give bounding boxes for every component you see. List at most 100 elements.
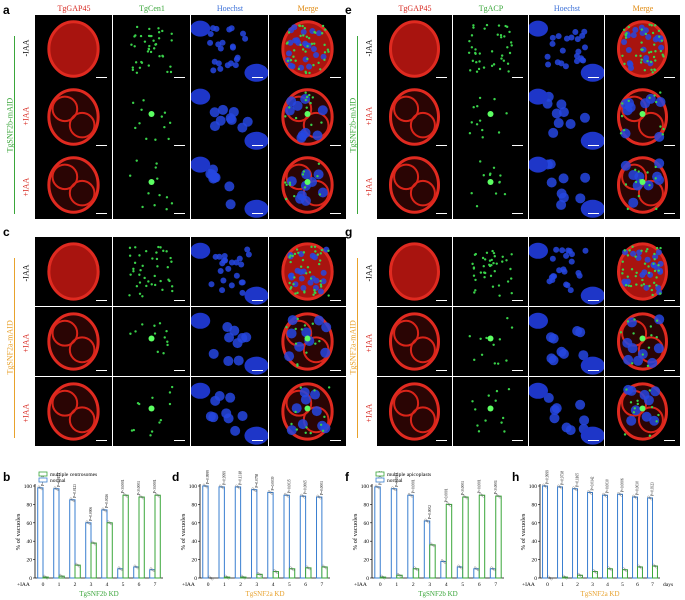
data-point (424, 518, 427, 521)
data-point (119, 567, 122, 570)
row-label-g-3: +IAA (364, 403, 374, 423)
row-label-e-2: +IAA (364, 106, 374, 126)
data-point (473, 566, 477, 569)
bar-normal (283, 494, 290, 579)
data-point (458, 565, 462, 569)
row-label-a-3: +IAA (21, 177, 31, 197)
panel-letter-f: f (345, 470, 349, 484)
data-point (253, 488, 256, 491)
micrograph-merge-row2 (269, 83, 346, 151)
data-point (425, 519, 429, 523)
bar-normal (557, 486, 563, 579)
micrograph-merge-row3 (605, 151, 680, 219)
panel-letter-a: a (3, 3, 10, 17)
scale-bar (512, 145, 523, 146)
data-point (204, 484, 207, 488)
data-point (87, 521, 90, 524)
strain-label-a: TgSNF2b-mAID (5, 97, 15, 153)
data-point (607, 566, 610, 569)
x-axis-label: TgSNF2a KD (580, 590, 619, 598)
data-point (618, 493, 622, 496)
data-point (465, 497, 469, 500)
y-tick-label: 0 (534, 576, 537, 582)
data-point (235, 484, 238, 487)
scale-bar (512, 77, 523, 78)
p-value: P=0.0026 (105, 494, 109, 508)
p-value: P<0.0001 (121, 479, 125, 493)
micrograph-green-row3 (453, 377, 528, 446)
bar-multiple (138, 496, 145, 579)
p-value: P=0.0151 (57, 473, 61, 487)
y-tick-label: 40 (532, 539, 538, 545)
x-tick-label: 7 (494, 582, 497, 588)
data-point (590, 492, 593, 495)
x-tick-label: 0 (546, 582, 549, 588)
x-prefix-label: +IAA (17, 582, 30, 588)
data-point (655, 566, 658, 569)
data-point (62, 576, 65, 579)
data-point (219, 484, 222, 487)
data-point (53, 486, 56, 489)
x-tick-label: 2 (239, 582, 242, 588)
data-point (142, 497, 145, 500)
y-axis-label: % of vacuoles (352, 513, 359, 550)
panel-letter-h: h (512, 470, 520, 484)
y-tick-label: 100 (529, 484, 538, 490)
micrograph-merge-row3 (605, 377, 680, 446)
data-point (637, 564, 640, 567)
scale-bar (512, 213, 523, 214)
data-point (617, 492, 620, 495)
scale-bar (512, 300, 523, 301)
scale-bar (174, 370, 185, 371)
p-value: P=0.0011 (395, 473, 399, 487)
data-point (578, 574, 582, 577)
micrograph-red-row1 (35, 15, 112, 83)
data-point (623, 568, 627, 571)
data-point (653, 564, 657, 568)
data-point (37, 485, 40, 488)
bar-normal (133, 566, 140, 579)
data-point (325, 567, 328, 570)
data-point (243, 577, 246, 580)
data-point (409, 494, 412, 497)
y-axis-label: % of vacuoles (520, 513, 527, 550)
data-point (75, 562, 78, 565)
data-point (103, 508, 106, 511)
x-tick-label: 4 (106, 582, 109, 588)
data-point (493, 568, 496, 572)
x-tick-label: 5 (621, 582, 624, 588)
data-point (257, 572, 260, 575)
data-point (267, 490, 270, 493)
p-value: P=0.0123 (73, 484, 77, 498)
data-point (490, 566, 493, 569)
bar-normal (85, 522, 92, 579)
data-point (254, 489, 257, 492)
micrograph-blue-row2 (529, 307, 604, 376)
data-point (374, 484, 378, 487)
bar-normal (69, 499, 76, 579)
scale-bar (96, 77, 107, 78)
y-tick-label: 80 (364, 502, 370, 508)
legend-label-multiple: multiple centrosomes (50, 472, 97, 478)
data-point (318, 495, 321, 499)
data-point (622, 567, 625, 570)
legend-swatch-multiple (38, 471, 48, 477)
micrograph-merge-row3 (269, 377, 346, 446)
data-point (140, 495, 143, 499)
scale-bar (436, 370, 447, 371)
p-value: P<0.0001 (411, 479, 415, 493)
scale-bar (436, 213, 447, 214)
y-tick-label: 40 (27, 539, 33, 545)
y-tick-label: 100 (189, 484, 198, 490)
data-point (284, 492, 287, 496)
data-point (447, 503, 451, 506)
bar-multiple (445, 503, 453, 579)
data-point (124, 494, 127, 497)
data-point (442, 560, 445, 563)
scale-bar (174, 213, 185, 214)
scale-bar (330, 440, 341, 441)
micrograph-red-row3 (377, 151, 452, 219)
x-tick-label: 7 (154, 582, 157, 588)
data-point (94, 543, 97, 546)
